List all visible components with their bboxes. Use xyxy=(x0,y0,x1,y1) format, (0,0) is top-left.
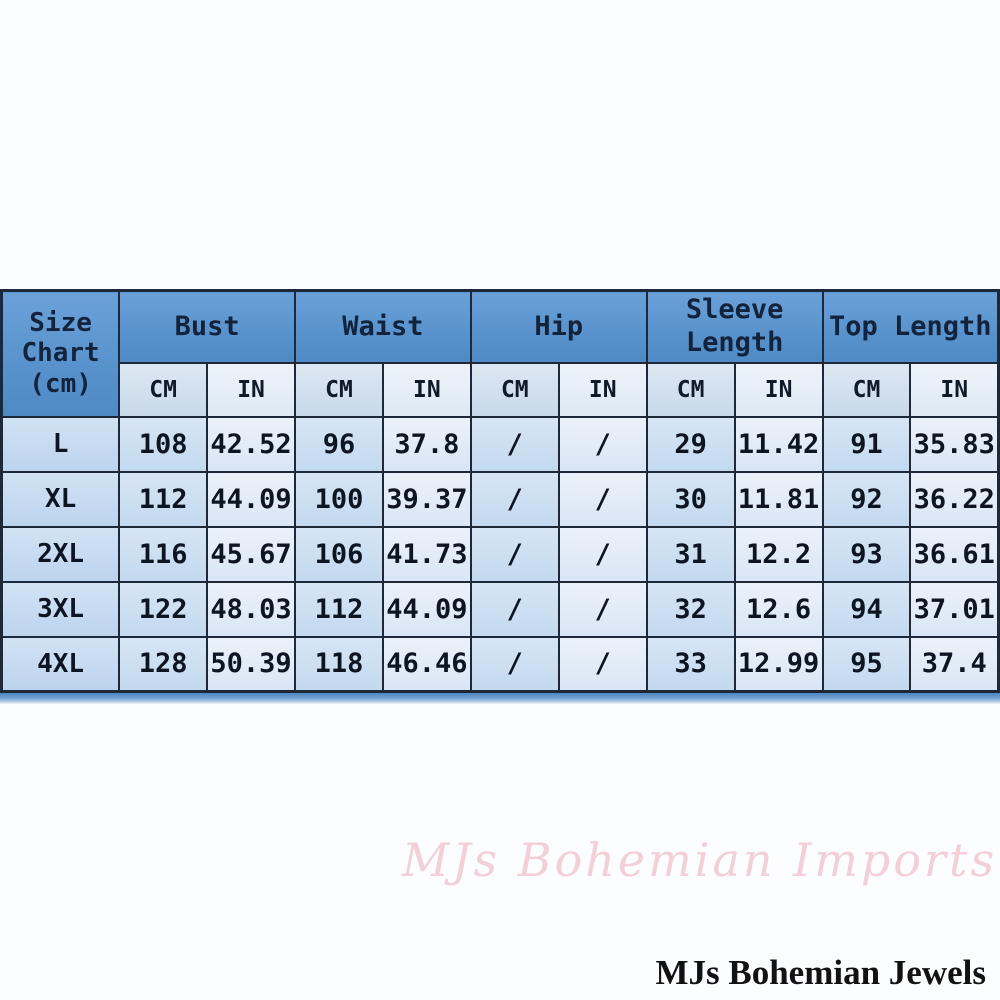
data-cell: 11.42 xyxy=(733,415,824,473)
data-cell: 96 xyxy=(294,415,384,473)
data-cell: 92 xyxy=(821,470,912,528)
unit-header-cm: CM xyxy=(469,361,560,418)
size-label: 2XL xyxy=(0,525,121,583)
data-cell: 122 xyxy=(118,580,209,638)
table-row: 2XL 116 45.67 106 41.73 / / 31 12.2 93 3… xyxy=(0,525,1000,583)
data-cell: 41.73 xyxy=(381,525,472,583)
table-row: XL 112 44.09 100 39.37 / / 30 11.81 92 3… xyxy=(0,470,1000,528)
data-cell: 128 xyxy=(118,635,209,693)
data-cell: 48.03 xyxy=(206,580,296,638)
size-label: L xyxy=(0,415,121,473)
data-cell: 112 xyxy=(294,580,384,638)
data-cell: / xyxy=(469,415,560,473)
data-cell: 46.46 xyxy=(381,635,472,693)
data-cell: 100 xyxy=(294,470,384,528)
data-cell: 29 xyxy=(645,415,736,473)
data-cell: 31 xyxy=(645,525,736,583)
data-cell: / xyxy=(557,525,648,583)
data-cell: / xyxy=(469,635,560,693)
data-cell: 45.67 xyxy=(206,525,296,583)
data-cell: 44.09 xyxy=(206,470,296,528)
data-cell: 12.99 xyxy=(733,635,824,693)
data-cell: 94 xyxy=(821,580,912,638)
brand-name: MJs Bohemian Jewels xyxy=(655,953,986,992)
data-cell: 116 xyxy=(118,525,209,583)
data-cell: 37.4 xyxy=(909,635,1000,693)
group-header-top-length: Top Length xyxy=(821,289,1000,364)
unit-header-in: IN xyxy=(909,361,1000,418)
size-label: 4XL xyxy=(0,635,121,693)
group-header-hip: Hip xyxy=(469,289,648,364)
data-cell: 50.39 xyxy=(206,635,296,693)
data-cell: / xyxy=(557,635,648,693)
unit-header-cm: CM xyxy=(118,361,209,418)
data-cell: 108 xyxy=(118,415,209,473)
unit-header-in: IN xyxy=(733,361,824,418)
data-cell: 42.52 xyxy=(206,415,296,473)
size-chart-table: Size Chart (cm) Bust Waist Hip Sleeve Le… xyxy=(0,289,1000,693)
data-cell: 32 xyxy=(645,580,736,638)
watermark-text: MJs Bohemian Imports xyxy=(402,833,998,887)
data-cell: 95 xyxy=(821,635,912,693)
size-label: 3XL xyxy=(0,580,121,638)
data-cell: 118 xyxy=(294,635,384,693)
unit-header-cm: CM xyxy=(645,361,736,418)
data-cell: 112 xyxy=(118,470,209,528)
size-label: XL xyxy=(0,470,121,528)
unit-header-in: IN xyxy=(206,361,296,418)
data-cell: / xyxy=(557,470,648,528)
data-cell: 93 xyxy=(821,525,912,583)
unit-header-in: IN xyxy=(381,361,472,418)
data-cell: 30 xyxy=(645,470,736,528)
units-row: CM IN CM IN CM IN CM IN CM IN xyxy=(2,361,1000,418)
data-cell: 39.37 xyxy=(381,470,472,528)
unit-header-cm: CM xyxy=(294,361,384,418)
header-row: Size Chart (cm) Bust Waist Hip Sleeve Le… xyxy=(0,289,1000,418)
table-row: 4XL 128 50.39 118 46.46 / / 33 12.99 95 … xyxy=(0,635,1000,693)
data-cell: 11.81 xyxy=(733,470,824,528)
data-cell: 35.83 xyxy=(909,415,1000,473)
data-cell: 91 xyxy=(821,415,912,473)
table-row: L 108 42.52 96 37.8 / / 29 11.42 91 35.8… xyxy=(0,415,1000,473)
data-cell: 106 xyxy=(294,525,384,583)
data-cell: / xyxy=(469,525,560,583)
data-cell: 12.6 xyxy=(733,580,824,638)
corner-header: Size Chart (cm) xyxy=(0,289,121,418)
data-cell: 36.22 xyxy=(909,470,1000,528)
data-cell: / xyxy=(469,580,560,638)
data-cell: 37.8 xyxy=(381,415,472,473)
data-cell: / xyxy=(469,470,560,528)
data-cell: / xyxy=(557,415,648,473)
unit-header-in: IN xyxy=(557,361,648,418)
group-header-waist: Waist xyxy=(294,289,472,364)
data-cell: 44.09 xyxy=(381,580,472,638)
data-cell: / xyxy=(557,580,648,638)
data-cell: 37.01 xyxy=(909,580,1000,638)
group-header-sleeve-length: Sleeve Length xyxy=(645,289,824,364)
data-cell: 12.2 xyxy=(733,525,824,583)
table-bottom-shadow-band xyxy=(0,693,1000,704)
unit-header-cm: CM xyxy=(821,361,912,418)
group-header-bust: Bust xyxy=(118,289,296,364)
data-cell: 36.61 xyxy=(909,525,1000,583)
data-cell: 33 xyxy=(645,635,736,693)
table-row: 3XL 122 48.03 112 44.09 / / 32 12.6 94 3… xyxy=(0,580,1000,638)
size-chart: Size Chart (cm) Bust Waist Hip Sleeve Le… xyxy=(0,289,1000,704)
